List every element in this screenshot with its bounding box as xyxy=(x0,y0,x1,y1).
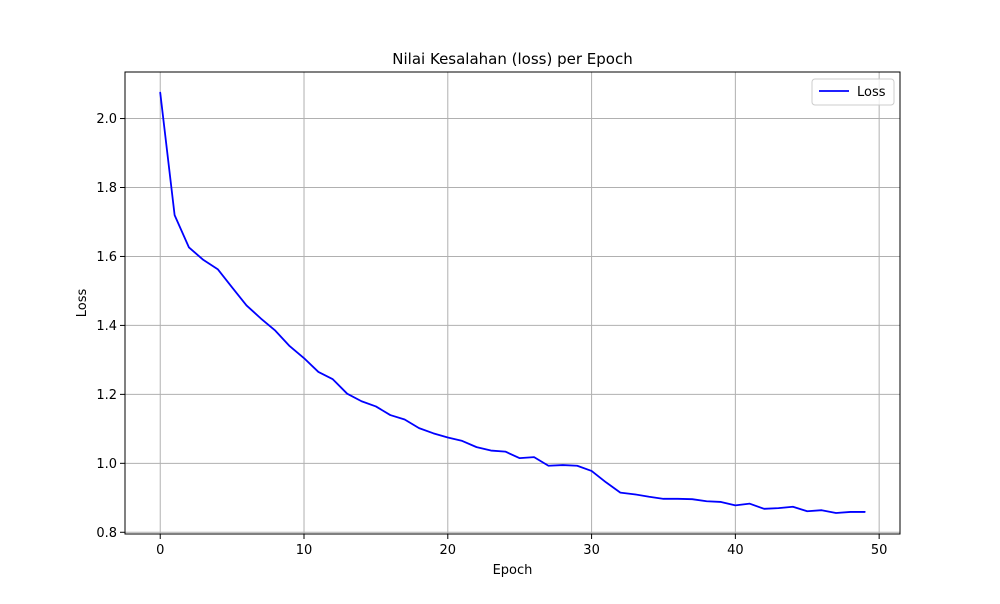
y-tick-label-3: 1.4 xyxy=(96,319,117,334)
y-axis-label: Loss xyxy=(75,289,90,318)
x-tick-label-0: 0 xyxy=(156,543,164,558)
y-tick-label-4: 1.6 xyxy=(96,250,117,265)
series-layer xyxy=(159,91,866,514)
x-tick-label-4: 40 xyxy=(727,543,744,558)
x-tick-label-2: 20 xyxy=(440,543,457,558)
y-tick-label-5: 1.8 xyxy=(96,181,117,196)
legend-label-loss: Loss xyxy=(857,85,886,100)
x-axis-label: Epoch xyxy=(493,563,533,578)
grid xyxy=(125,72,900,534)
y-tick-label-6: 2.0 xyxy=(96,112,117,127)
y-tick-label-2: 1.2 xyxy=(96,388,117,403)
chart-title: Nilai Kesalahan (loss) per Epoch xyxy=(392,50,632,68)
legend: Loss xyxy=(811,78,895,106)
series-line-loss xyxy=(159,91,866,514)
x-tick-label-3: 30 xyxy=(583,543,600,558)
plot-frame xyxy=(124,71,901,535)
x-tick-label-1: 10 xyxy=(296,543,313,558)
y-tick-label-0: 0.8 xyxy=(96,526,117,541)
axis-ticks: 0 10 20 30 40 50 0.8 1.0 1.2 1.4 1.6 1.8 2.0 xyxy=(96,112,887,558)
y-tick-label-1: 1.0 xyxy=(96,457,117,472)
legend-box xyxy=(811,78,895,106)
x-tick-label-5: 50 xyxy=(871,543,888,558)
